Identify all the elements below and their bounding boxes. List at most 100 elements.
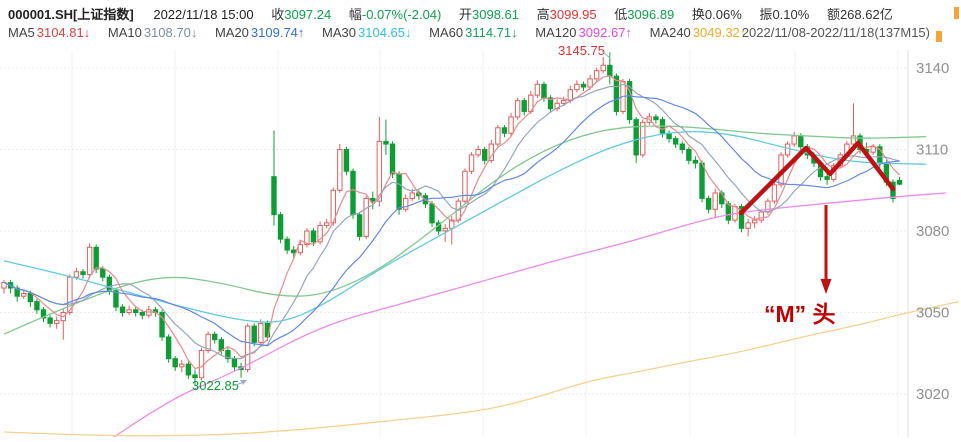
quote-datetime: 2022/11/18 15:00: [153, 7, 254, 22]
candle[interactable]: [791, 131, 797, 147]
candle[interactable]: [356, 211, 363, 241]
candle[interactable]: [310, 228, 317, 246]
candle-body: [475, 149, 481, 156]
candle[interactable]: [475, 145, 481, 158]
candle[interactable]: [126, 305, 132, 316]
candle[interactable]: [402, 194, 409, 212]
candle[interactable]: [119, 304, 126, 317]
candle[interactable]: [159, 309, 165, 342]
candle[interactable]: [607, 52, 613, 85]
candle[interactable]: [482, 146, 488, 165]
candle-body: [80, 271, 86, 275]
candle[interactable]: [80, 269, 86, 279]
candle[interactable]: [429, 201, 435, 227]
candle[interactable]: [600, 57, 606, 74]
candle[interactable]: [554, 99, 560, 112]
candle[interactable]: [212, 331, 218, 344]
candle[interactable]: [383, 119, 389, 155]
candle[interactable]: [745, 218, 751, 237]
candle[interactable]: [896, 176, 903, 186]
candle[interactable]: [317, 221, 323, 245]
candle[interactable]: [277, 211, 284, 244]
candle[interactable]: [40, 307, 47, 323]
candle-body: [468, 154, 475, 172]
candle[interactable]: [34, 298, 40, 314]
candle[interactable]: [271, 130, 277, 226]
candle[interactable]: [21, 289, 27, 299]
candle[interactable]: [86, 243, 93, 278]
ma20-legend: MA20 3109.74↑: [214, 25, 305, 40]
candle[interactable]: [192, 369, 198, 387]
candle[interactable]: [343, 146, 350, 176]
candle[interactable]: [521, 97, 527, 116]
candle[interactable]: [666, 130, 672, 143]
candle[interactable]: [686, 146, 692, 165]
candle-body: [561, 100, 567, 104]
candle[interactable]: [304, 228, 310, 248]
candle-body: [508, 116, 514, 134]
candle[interactable]: [501, 125, 508, 138]
candle[interactable]: [337, 144, 343, 193]
candle[interactable]: [133, 307, 139, 317]
candle[interactable]: [850, 103, 857, 147]
candle[interactable]: [751, 216, 758, 229]
candle[interactable]: [468, 152, 475, 174]
candle[interactable]: [291, 245, 297, 259]
candle[interactable]: [561, 96, 567, 107]
candle[interactable]: [27, 290, 34, 308]
candle[interactable]: [179, 360, 185, 373]
candle[interactable]: [462, 168, 468, 204]
candle[interactable]: [198, 347, 205, 381]
candle[interactable]: [376, 116, 383, 207]
candle[interactable]: [508, 112, 514, 136]
candle[interactable]: [297, 240, 304, 256]
candle[interactable]: [172, 355, 178, 371]
candle[interactable]: [363, 195, 369, 240]
candle[interactable]: [350, 168, 356, 219]
candle[interactable]: [165, 334, 172, 363]
candle[interactable]: [284, 236, 290, 255]
candle[interactable]: [784, 141, 791, 158]
field-low: 低3096.89: [614, 7, 675, 22]
candle[interactable]: [370, 191, 376, 210]
candle[interactable]: [60, 308, 66, 340]
candle[interactable]: [185, 361, 192, 380]
candle[interactable]: [593, 68, 600, 82]
candle[interactable]: [1, 279, 7, 294]
candle[interactable]: [238, 362, 244, 378]
candle[interactable]: [14, 285, 20, 302]
ma10-legend: MA10 3108.70↓: [107, 25, 198, 40]
candle[interactable]: [251, 323, 257, 347]
candle[interactable]: [53, 316, 60, 329]
candle[interactable]: [653, 114, 659, 124]
candle[interactable]: [574, 80, 580, 93]
candle[interactable]: [672, 135, 679, 149]
candle[interactable]: [258, 319, 264, 346]
candle[interactable]: [100, 266, 106, 282]
candle[interactable]: [712, 188, 718, 218]
candle-body: [304, 230, 310, 246]
candle-body: [14, 287, 20, 297]
candle[interactable]: [587, 74, 593, 90]
candle[interactable]: [738, 203, 745, 233]
ma-legend: MA5 3104.81↓ MA10 3108.70↓ MA20 3109.74↑ MA…: [8, 25, 760, 40]
candle-body: [73, 271, 80, 278]
candle[interactable]: [547, 95, 554, 113]
candle[interactable]: [495, 125, 501, 147]
symbol-name[interactable]: 000001.SH[上证指数]: [8, 7, 134, 22]
candle[interactable]: [225, 347, 231, 363]
candle[interactable]: [580, 81, 587, 92]
y-axis-labels: 3140 3110 3080 3050 3020: [916, 60, 949, 403]
candle[interactable]: [47, 315, 53, 328]
candle-body: [679, 143, 685, 151]
candle[interactable]: [435, 220, 442, 236]
candle[interactable]: [679, 141, 685, 154]
candle[interactable]: [323, 218, 330, 229]
candle[interactable]: [705, 195, 712, 214]
candle[interactable]: [205, 331, 211, 354]
candle[interactable]: [692, 156, 699, 169]
candle[interactable]: [514, 97, 521, 120]
candle[interactable]: [771, 182, 778, 204]
candle[interactable]: [534, 80, 541, 98]
